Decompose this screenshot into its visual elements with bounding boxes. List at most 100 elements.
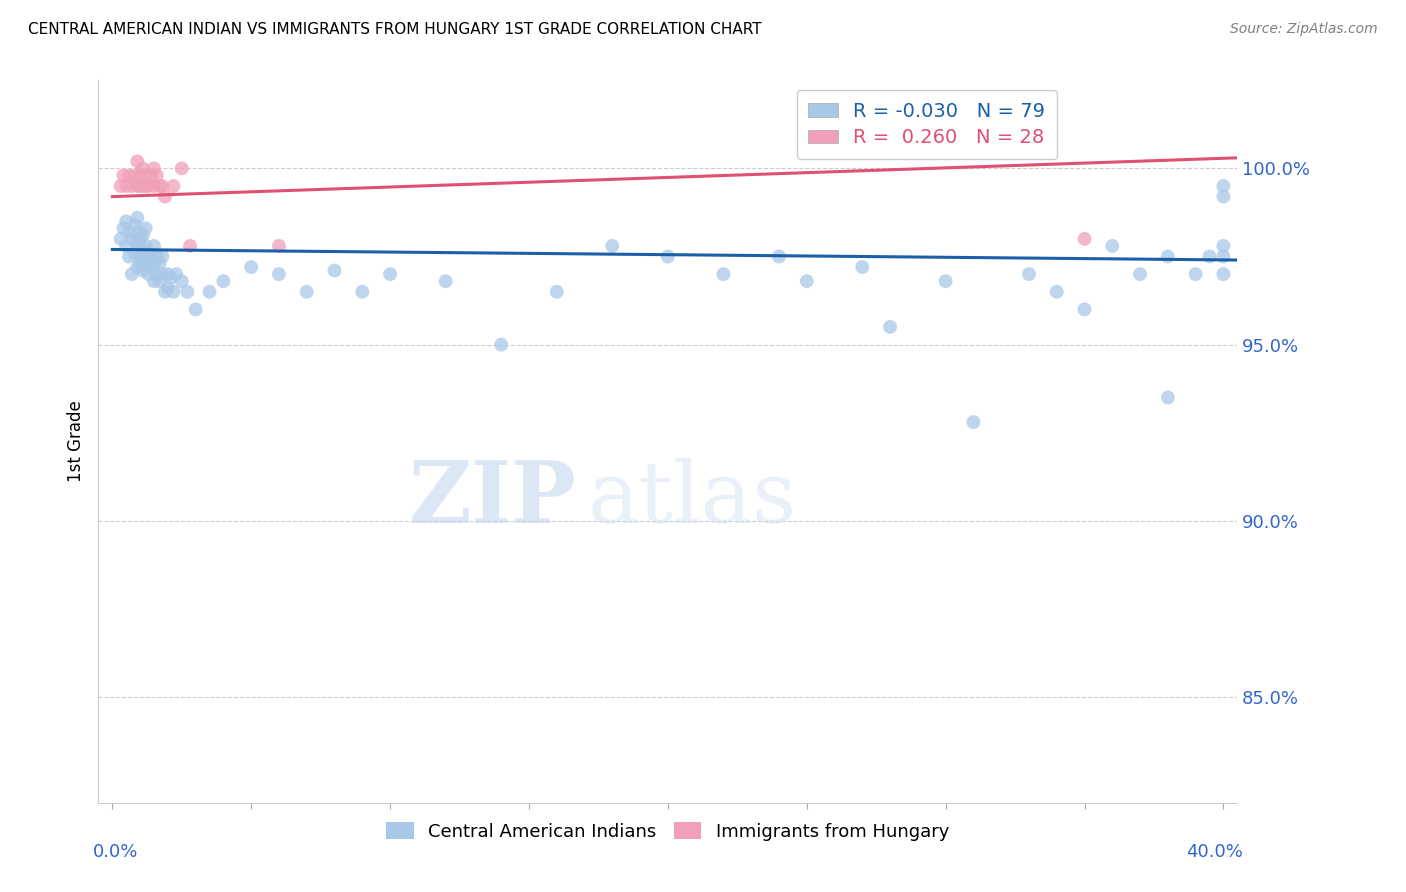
Point (127, 211, 149, 225)
Point (132, 179, 155, 194)
Point (179, 239, 201, 253)
Point (110, 179, 132, 194)
Point (115, 239, 138, 253)
Point (132, 228, 155, 243)
Point (141, 250, 163, 264)
Point (138, 179, 160, 194)
Point (162, 179, 184, 194)
Point (1129, 267, 1152, 281)
Point (1046, 285, 1069, 299)
Point (1101, 239, 1123, 253)
Point (135, 179, 157, 194)
Point (1018, 267, 1040, 281)
Point (212, 274, 235, 288)
Point (121, 232, 143, 246)
Point (240, 260, 263, 274)
Point (129, 232, 152, 246)
Point (162, 285, 184, 299)
Point (118, 250, 141, 264)
Text: atlas: atlas (588, 458, 797, 541)
Point (127, 154, 149, 169)
Text: 40.0%: 40.0% (1187, 843, 1243, 861)
Text: Source: ZipAtlas.com: Source: ZipAtlas.com (1230, 22, 1378, 37)
Point (143, 239, 166, 253)
Point (112, 221, 135, 235)
Point (138, 246, 160, 260)
Point (851, 260, 873, 274)
Point (156, 281, 179, 295)
Point (148, 274, 170, 288)
Point (267, 267, 290, 281)
Point (143, 161, 166, 176)
Point (145, 169, 167, 183)
Point (1212, 267, 1234, 281)
Point (323, 263, 346, 277)
Point (129, 179, 152, 194)
Point (129, 250, 152, 264)
Point (124, 169, 146, 183)
Point (879, 320, 901, 334)
Point (143, 256, 166, 270)
Point (1212, 179, 1234, 194)
Point (138, 267, 160, 281)
Point (295, 285, 318, 299)
Point (135, 221, 157, 235)
Text: ZIP: ZIP (409, 458, 576, 541)
Point (115, 214, 138, 228)
Point (110, 232, 132, 246)
Point (129, 256, 152, 270)
Point (1212, 239, 1234, 253)
Point (129, 169, 152, 183)
Point (143, 274, 166, 288)
Point (143, 179, 166, 194)
Point (1198, 250, 1220, 264)
Point (150, 179, 173, 194)
Text: CENTRAL AMERICAN INDIAN VS IMMIGRANTS FROM HUNGARY 1ST GRADE CORRELATION CHART: CENTRAL AMERICAN INDIAN VS IMMIGRANTS FR… (28, 22, 762, 37)
Point (124, 218, 146, 232)
Y-axis label: 1st Grade: 1st Grade (66, 401, 84, 483)
Point (148, 179, 170, 194)
Point (127, 260, 149, 274)
Point (118, 169, 141, 183)
Point (489, 337, 512, 351)
Point (176, 285, 198, 299)
Point (150, 267, 173, 281)
Point (129, 239, 152, 253)
Point (1212, 189, 1234, 203)
Point (1157, 250, 1180, 264)
Point (713, 267, 735, 281)
Point (112, 169, 135, 183)
Point (1212, 250, 1234, 264)
Point (145, 250, 167, 264)
Point (132, 263, 155, 277)
Point (546, 285, 568, 299)
Point (150, 250, 173, 264)
Point (118, 225, 141, 239)
Point (135, 169, 157, 183)
Point (600, 239, 623, 253)
Point (879, 133, 901, 147)
Point (165, 267, 187, 281)
Point (378, 267, 401, 281)
Point (352, 285, 374, 299)
Point (1184, 267, 1206, 281)
Point (132, 161, 155, 176)
Text: 0.0%: 0.0% (93, 843, 138, 861)
Point (267, 239, 290, 253)
Point (962, 415, 984, 429)
Point (1157, 391, 1180, 405)
Point (127, 179, 149, 194)
Point (141, 169, 163, 183)
Point (127, 235, 149, 250)
Point (129, 225, 152, 239)
Point (145, 267, 167, 281)
Point (170, 274, 193, 288)
Point (1073, 302, 1095, 317)
Point (121, 179, 143, 194)
Point (198, 285, 221, 299)
Point (796, 274, 818, 288)
Point (153, 189, 176, 203)
Point (121, 267, 143, 281)
Point (115, 179, 138, 194)
Point (184, 302, 207, 317)
